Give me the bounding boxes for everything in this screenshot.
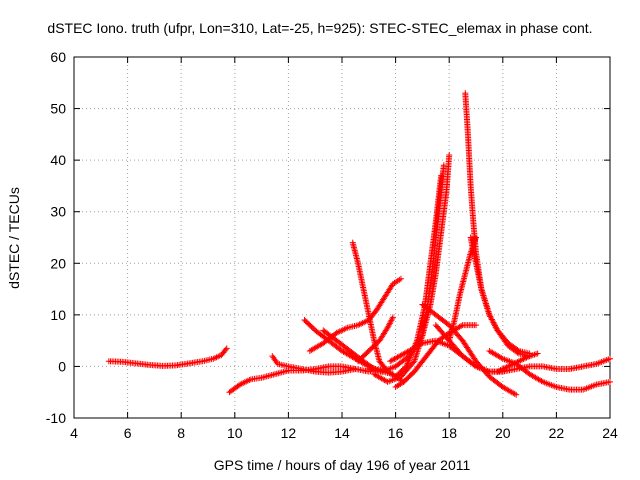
y-tick-label: 50 (50, 101, 66, 117)
series-13 (462, 90, 533, 357)
series-1 (105, 345, 230, 369)
data-point (607, 378, 613, 385)
data-point (473, 234, 479, 241)
x-tick-label: 16 (388, 425, 404, 441)
x-tick-label: 6 (124, 425, 132, 441)
data-marker (538, 378, 545, 385)
x-tick-label: 4 (70, 425, 78, 441)
series-20 (494, 353, 533, 375)
x-axis-label: GPS time / hours of day 196 of year 2011 (213, 457, 471, 473)
data-point (607, 355, 613, 362)
x-tick-label: 10 (227, 425, 243, 441)
x-tick-label: 8 (177, 425, 185, 441)
y-tick-label: 0 (58, 358, 66, 374)
grid-lines (74, 57, 610, 418)
series-11 (392, 172, 445, 380)
y-axis-label: dSTEC / TECUs (6, 187, 22, 289)
data-marker (514, 349, 521, 356)
series-8 (355, 314, 396, 365)
x-tick-label: 14 (334, 425, 350, 441)
series-3 (269, 353, 359, 376)
x-tick-label: 22 (549, 425, 565, 441)
data-point (534, 350, 541, 357)
data-marker (471, 362, 478, 369)
y-tick-label: 30 (50, 204, 66, 220)
data-marks (105, 90, 613, 398)
data-marker (498, 354, 505, 361)
data-point (438, 172, 445, 179)
x-tick-label: 20 (495, 425, 511, 441)
series-19 (486, 347, 613, 393)
data-point (473, 322, 479, 329)
data-point (446, 151, 453, 158)
series-2 (226, 363, 386, 396)
data-point (513, 391, 520, 398)
series-6 (306, 275, 404, 354)
data-point (440, 162, 447, 169)
y-tick-label: 40 (50, 152, 66, 168)
data-marker (417, 341, 424, 348)
series-16 (419, 301, 520, 398)
x-tick-label: 18 (441, 425, 457, 441)
series-12 (392, 322, 479, 391)
y-tick-label: 20 (50, 255, 66, 271)
data-point (389, 314, 396, 321)
data-marker (222, 346, 229, 353)
data-marker (511, 390, 518, 397)
data-marker (389, 315, 396, 322)
data-point (526, 353, 533, 360)
axis-ticks: 4 6 8 10 12 14 16 18 20 22 24 -10 0 10 20 30 40 50 60 (46, 49, 618, 441)
data-point (352, 366, 359, 373)
x-tick-label: 12 (281, 425, 297, 441)
y-tick-label: 10 (50, 307, 66, 323)
x-tick-label: 24 (602, 425, 618, 441)
chart-title: dSTEC Iono. truth (ufpr, Lon=310, Lat=-2… (47, 20, 593, 36)
data-marker (458, 323, 465, 330)
data-point (397, 275, 404, 282)
data-point (223, 345, 230, 352)
y-tick-label: -10 (46, 410, 66, 426)
y-tick-label: 60 (50, 49, 66, 65)
